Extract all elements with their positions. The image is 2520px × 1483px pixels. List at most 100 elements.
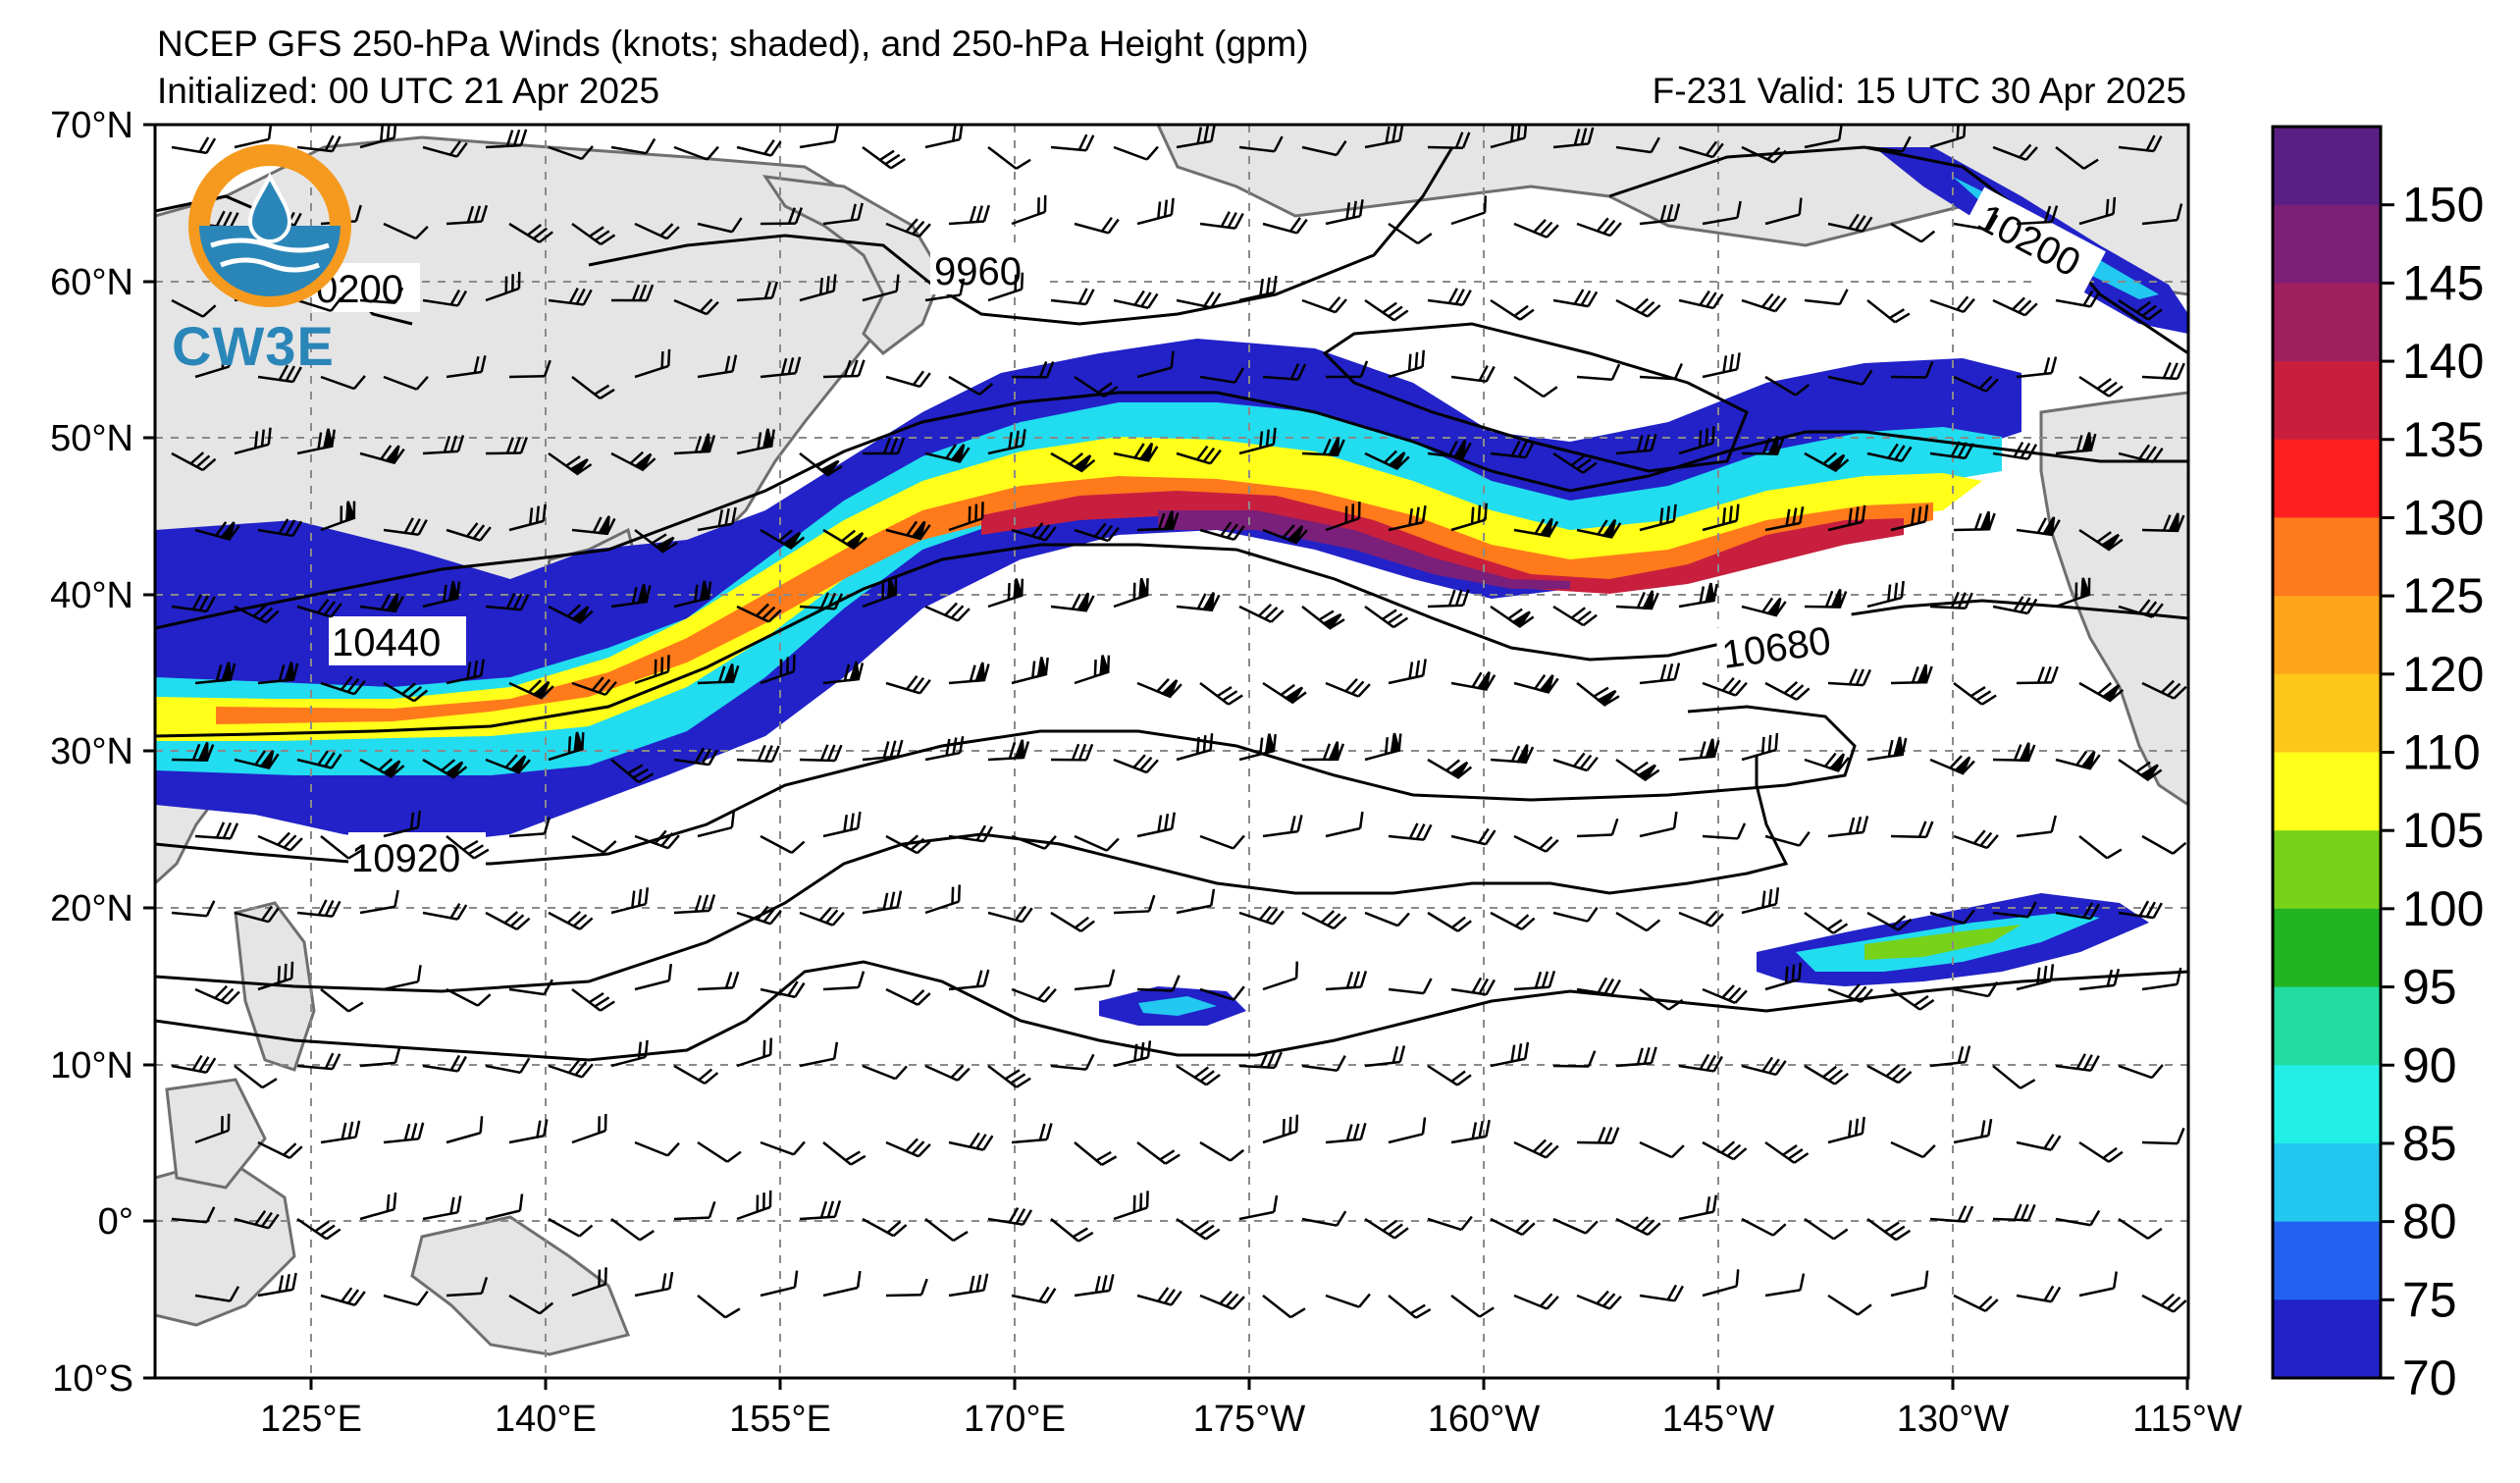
wind-barb <box>673 1064 719 1086</box>
wind-barb <box>194 984 240 1005</box>
colorbar: 150 145 140 135 130 125 120 110 105 100 95 90 85 80 75… <box>2271 125 2484 1405</box>
wind-barb <box>634 1271 674 1298</box>
wind-barb <box>1866 580 1905 609</box>
colorbar-label: 100 <box>2402 881 2484 936</box>
wind-barb <box>1741 887 1780 915</box>
wind-barb <box>1388 1295 1432 1319</box>
land-kamchatka <box>761 175 944 355</box>
wind-barb <box>822 1141 866 1166</box>
wind-barb <box>422 140 468 158</box>
wind-barb <box>1953 510 1996 532</box>
wind-barb <box>383 222 429 240</box>
wind-barb <box>446 522 492 542</box>
wind-barb <box>610 1217 655 1242</box>
wind-barb <box>799 1200 842 1221</box>
wind-barb <box>1490 1041 1530 1068</box>
colorbar-swatch <box>2273 283 2381 362</box>
wind-barb <box>1176 291 1222 309</box>
wind-barb <box>422 1054 468 1073</box>
wind-barb <box>548 604 594 624</box>
wind-barb <box>1827 1116 1865 1144</box>
wind-barb <box>1827 1294 1872 1316</box>
wind-barb <box>1866 299 1911 324</box>
wind-barb <box>571 676 617 697</box>
wind-barb <box>2055 146 2099 170</box>
wind-barb <box>194 821 239 840</box>
wind-barb <box>1764 831 1811 847</box>
wind-barb <box>1513 1293 1559 1310</box>
wind-barb <box>673 145 719 161</box>
wind-barb <box>383 811 422 838</box>
wind-barb <box>171 136 217 155</box>
wind-barb <box>1199 211 1244 230</box>
wind-barb <box>422 1195 462 1221</box>
lon-label: 115°W <box>2132 1399 2242 1440</box>
wind-barb <box>1136 975 1181 992</box>
wind-barb <box>1576 518 1622 539</box>
wind-barb <box>1050 1053 1095 1071</box>
wind-barb <box>862 890 903 915</box>
wind-barb <box>1450 365 1496 383</box>
wind-barb <box>634 1140 680 1157</box>
wind-barb <box>1450 1295 1495 1318</box>
contour-11160 <box>155 960 2188 1062</box>
wind-barb <box>548 731 585 762</box>
wind-barb <box>257 662 299 685</box>
wind-barb <box>1199 985 1245 1001</box>
wind-barb <box>948 1273 989 1298</box>
colorbar-label: 85 <box>2402 1116 2457 1171</box>
wind-barb <box>697 506 737 532</box>
wind-barb <box>422 903 468 921</box>
wind-barb <box>1490 298 1535 321</box>
wind-barb <box>1678 140 1724 159</box>
land-north-america <box>2039 391 2188 807</box>
wind-barb <box>697 1295 741 1319</box>
wind-barb <box>1364 298 1409 322</box>
colorbar-swatch <box>2273 439 2381 518</box>
wind-barb <box>1804 125 1844 149</box>
wind-barb <box>885 987 931 1006</box>
wind-barb <box>1615 297 1661 318</box>
wind-barb <box>760 1140 806 1156</box>
grid-lines <box>155 125 2188 1378</box>
wind-barb <box>2055 750 2101 770</box>
wind-barb <box>1552 752 1599 772</box>
wind-barb <box>2141 1127 2185 1145</box>
wind-barb <box>1176 445 1222 465</box>
wind-barb <box>822 1270 862 1298</box>
wind-barb <box>1113 290 1159 309</box>
wind-barb <box>673 1200 716 1221</box>
logo-wave-lines <box>210 238 330 273</box>
wind-barb <box>948 662 990 685</box>
wind-barb <box>1325 811 1364 838</box>
wind-barb <box>1113 145 1159 161</box>
wind-barb <box>2118 134 2163 153</box>
wind-barb <box>1450 503 1488 532</box>
wind-barb <box>1764 1140 1810 1164</box>
wind-barb <box>1176 733 1214 762</box>
wind-barb <box>1074 1141 1118 1166</box>
wind-barb <box>1992 441 2038 460</box>
wind-barb <box>194 349 232 379</box>
wind-barb <box>1702 1269 1740 1298</box>
colorbar-swatch <box>2273 596 2381 675</box>
wind-barb <box>296 750 342 769</box>
wind-barb <box>1450 977 1496 996</box>
wind-barb <box>697 811 736 838</box>
wind-barb <box>1074 1274 1115 1298</box>
wind-barb <box>1702 503 1740 532</box>
wind-barb <box>1427 589 1470 609</box>
wind-barb <box>885 218 931 238</box>
wind-barb <box>2078 196 2117 226</box>
wind-barb <box>822 661 865 685</box>
tick-marks <box>143 123 2189 1390</box>
wind-barb <box>760 980 806 999</box>
wind-barb <box>1953 1118 1993 1144</box>
wind-barb <box>1890 361 1934 379</box>
wind-barb <box>1741 292 1787 313</box>
wind-barb <box>2016 205 2059 226</box>
wind-barb <box>234 750 280 769</box>
wind-barb <box>1890 1270 1929 1298</box>
wind-barb <box>1804 911 1849 934</box>
colorbar-swatch <box>2273 908 2381 988</box>
